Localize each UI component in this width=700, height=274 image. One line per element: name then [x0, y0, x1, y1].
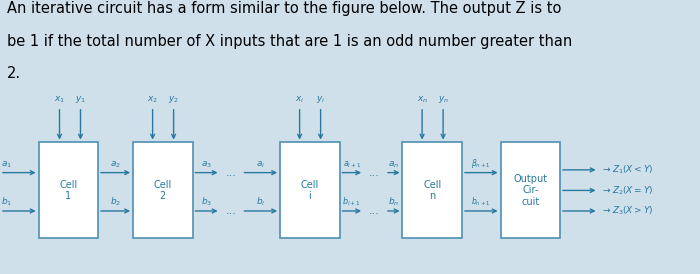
- Text: $\rightarrow Z_3(X > Y)$: $\rightarrow Z_3(X > Y)$: [601, 205, 653, 217]
- Text: Cell
n: Cell n: [423, 180, 442, 201]
- Text: $b_{n+1}$: $b_{n+1}$: [471, 196, 491, 208]
- Text: $x_n$: $x_n$: [416, 95, 428, 105]
- Text: $b_2$: $b_2$: [110, 196, 121, 208]
- Text: $y_n$: $y_n$: [438, 95, 449, 105]
- Text: $\rightarrow Z_1(X < Y)$: $\rightarrow Z_1(X < Y)$: [601, 164, 653, 176]
- Text: Output
Cir-
cuit: Output Cir- cuit: [513, 174, 547, 207]
- Text: $\beta_{n+1}$: $\beta_{n+1}$: [471, 157, 491, 170]
- Text: $y_i$: $y_i$: [316, 95, 326, 105]
- Text: $a_n$: $a_n$: [389, 159, 399, 170]
- Text: $b_3$: $b_3$: [201, 196, 212, 208]
- Text: $y_2$: $y_2$: [168, 95, 179, 105]
- Text: $b_n$: $b_n$: [388, 196, 400, 208]
- Text: $a_3$: $a_3$: [201, 159, 212, 170]
- Text: ...: ...: [225, 168, 237, 178]
- Text: Cell
1: Cell 1: [59, 180, 78, 201]
- Text: $a_{i+1}$: $a_{i+1}$: [342, 159, 361, 170]
- Text: $\rightarrow Z_2(X = Y)$: $\rightarrow Z_2(X = Y)$: [601, 184, 653, 197]
- Bar: [402, 142, 462, 238]
- Text: $a_1$: $a_1$: [1, 159, 13, 170]
- Bar: [133, 142, 192, 238]
- Bar: [500, 142, 560, 238]
- Text: $a_2$: $a_2$: [110, 159, 121, 170]
- Bar: [38, 142, 98, 238]
- Text: $b_{i+1}$: $b_{i+1}$: [342, 196, 361, 208]
- Text: be 1 if the total number of X inputs that are 1 is an odd number greater than: be 1 if the total number of X inputs tha…: [7, 34, 573, 49]
- Text: $x_2$: $x_2$: [147, 95, 158, 105]
- Text: An iterative circuit has a form similar to the figure below. The output Z is to: An iterative circuit has a form similar …: [7, 1, 561, 16]
- Text: ...: ...: [369, 168, 380, 178]
- Text: $y_1$: $y_1$: [75, 95, 86, 105]
- Text: Cell
i: Cell i: [300, 180, 319, 201]
- Text: $b_1$: $b_1$: [1, 196, 13, 208]
- Text: $x_i$: $x_i$: [295, 95, 304, 105]
- Text: $x_1$: $x_1$: [54, 95, 65, 105]
- Text: 2.: 2.: [7, 66, 21, 81]
- Text: ...: ...: [225, 206, 237, 216]
- Bar: [280, 142, 340, 238]
- Text: $b_i$: $b_i$: [256, 196, 265, 208]
- Text: ...: ...: [369, 206, 380, 216]
- Text: Cell
2: Cell 2: [153, 180, 172, 201]
- Text: $a_i$: $a_i$: [256, 159, 265, 170]
